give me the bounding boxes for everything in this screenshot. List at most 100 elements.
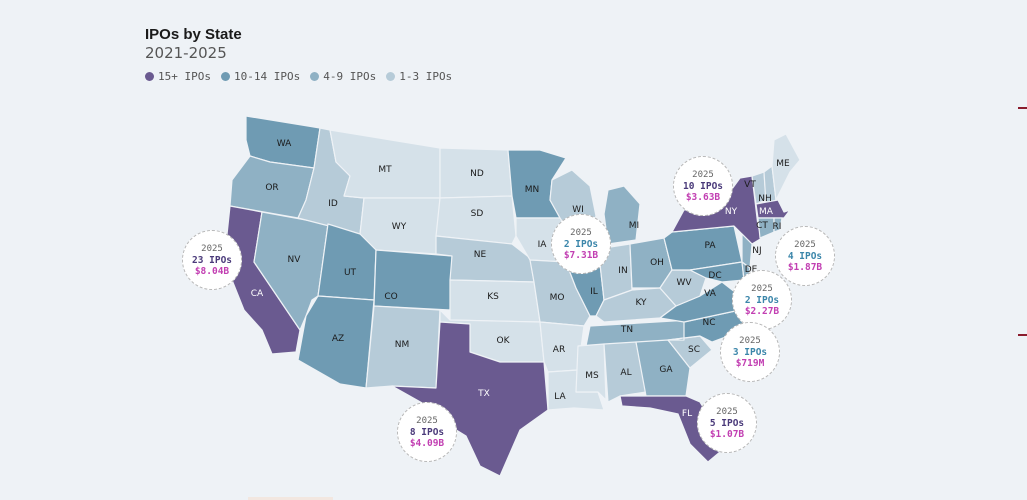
callout-year: 2025 xyxy=(716,406,738,417)
state-mt[interactable] xyxy=(329,129,441,199)
callout-ipos: 2 IPOs xyxy=(563,238,599,250)
state-sd[interactable] xyxy=(435,195,517,245)
state-label: GA xyxy=(659,365,673,375)
state-label: OK xyxy=(497,336,511,346)
legend-item-15-plus: 15+ IPOs xyxy=(145,70,211,83)
callout-ipos: 5 IPOs xyxy=(709,417,745,429)
legend-dot-icon xyxy=(310,72,320,81)
state-label: TX xyxy=(477,389,490,399)
callout-value: $2.27B xyxy=(744,305,780,317)
state-label: ID xyxy=(328,199,338,209)
callout-year: 2025 xyxy=(201,243,223,254)
state-label: AZ xyxy=(332,334,344,344)
state-label: MA xyxy=(759,207,774,217)
state-label: OH xyxy=(650,258,664,268)
state-label: ND xyxy=(470,169,484,179)
chart-title: IPOs by State xyxy=(145,26,242,43)
chart-subtitle: 2021-2025 xyxy=(145,44,227,62)
legend-item-4-9: 4-9 IPOs xyxy=(310,70,376,83)
state-label: CA xyxy=(251,289,264,299)
callout-nc[interactable]: 2025 3 IPOs $719M xyxy=(720,322,780,382)
legend-dot-icon xyxy=(386,72,396,81)
callout-value: $7.31B xyxy=(563,249,599,261)
state-label: UT xyxy=(344,268,357,278)
state-label: MO xyxy=(550,293,565,303)
state-label: NJ xyxy=(752,246,761,256)
state-label: IL xyxy=(590,287,598,297)
legend-dot-icon xyxy=(220,72,230,81)
state-label: SD xyxy=(471,209,484,219)
state-label: KY xyxy=(635,298,647,308)
state-az[interactable] xyxy=(297,295,375,389)
state-label: NY xyxy=(725,207,738,217)
legend: 15+ IPOs 10-14 IPOs 4-9 IPOs 1-3 IPOs xyxy=(145,70,452,83)
state-label: NH xyxy=(758,194,772,204)
legend-dot-icon xyxy=(145,72,154,81)
state-me[interactable] xyxy=(771,133,801,201)
state-label: ME xyxy=(776,159,790,169)
state-mi[interactable] xyxy=(603,185,641,245)
callout-ipos: 4 IPOs xyxy=(787,250,823,262)
callout-year: 2025 xyxy=(570,227,592,238)
callout-tx[interactable]: 2025 8 IPOs $4.09B xyxy=(397,402,457,462)
state-label: RI xyxy=(773,222,782,232)
legend-label: 4-9 IPOs xyxy=(323,70,377,83)
state-label: NE xyxy=(474,250,487,260)
legend-label: 10-14 IPOs xyxy=(233,70,301,83)
state-ga[interactable] xyxy=(635,339,691,397)
callout-year: 2025 xyxy=(751,283,773,294)
state-label: OR xyxy=(265,183,278,193)
state-label: CT xyxy=(756,221,768,231)
state-md-dc[interactable] xyxy=(689,261,745,283)
legend-item-10-14: 10-14 IPOs xyxy=(220,70,301,83)
state-label: MT xyxy=(378,165,392,175)
state-label: MN xyxy=(525,185,540,195)
state-label: NV xyxy=(288,255,302,265)
legend-label: 1-3 IPOs xyxy=(399,70,453,83)
state-label: AR xyxy=(553,345,565,355)
state-fl[interactable] xyxy=(619,395,721,463)
callout-il[interactable]: 2025 2 IPOs $7.31B xyxy=(551,214,611,274)
callout-ipos: 8 IPOs xyxy=(409,426,445,438)
state-label: NC xyxy=(702,318,715,328)
callout-fl[interactable]: 2025 5 IPOs $1.07B xyxy=(697,393,757,453)
callout-value: $1.07B xyxy=(709,428,745,440)
callout-ca[interactable]: 2025 23 IPOs $8.04B xyxy=(182,230,242,290)
state-label: NM xyxy=(395,340,410,350)
state-label: VA xyxy=(704,289,717,299)
state-label: SC xyxy=(688,345,700,355)
state-label: TN xyxy=(620,325,633,335)
callout-ipos: 3 IPOs xyxy=(732,346,768,358)
callout-ny[interactable]: 2025 10 IPOs $3.63B xyxy=(673,156,733,216)
state-label: IA xyxy=(538,240,548,250)
callout-ipos: 23 IPOs xyxy=(191,254,233,266)
callout-va[interactable]: 2025 2 IPOs $2.27B xyxy=(732,270,792,330)
callout-ipos: 2 IPOs xyxy=(744,294,780,306)
state-label: WY xyxy=(392,222,407,232)
state-label: IN xyxy=(618,266,627,276)
bottom-decoration xyxy=(248,497,333,500)
state-label: WI xyxy=(572,205,584,215)
callout-year: 2025 xyxy=(739,335,761,346)
state-tx[interactable] xyxy=(391,321,549,477)
edge-marker xyxy=(1018,107,1027,109)
state-label: KS xyxy=(487,292,499,302)
callout-year: 2025 xyxy=(692,169,714,180)
state-label: VT xyxy=(744,180,756,190)
callout-nj[interactable]: 2025 4 IPOs $1.87B xyxy=(775,226,835,286)
state-label: MS xyxy=(585,371,599,381)
state-label: WA xyxy=(277,139,292,149)
callout-value: $719M xyxy=(735,357,765,369)
state-ms[interactable] xyxy=(575,343,607,401)
callout-value: $3.63B xyxy=(685,191,721,203)
callout-year: 2025 xyxy=(416,415,438,426)
state-ri[interactable] xyxy=(773,217,783,233)
state-label: CO xyxy=(384,292,397,302)
state-al[interactable] xyxy=(603,341,647,403)
state-label: AL xyxy=(620,368,631,378)
edge-marker xyxy=(1018,334,1027,336)
callout-value: $4.09B xyxy=(409,437,445,449)
state-label: DC xyxy=(708,271,721,281)
callout-value: $8.04B xyxy=(194,265,230,277)
